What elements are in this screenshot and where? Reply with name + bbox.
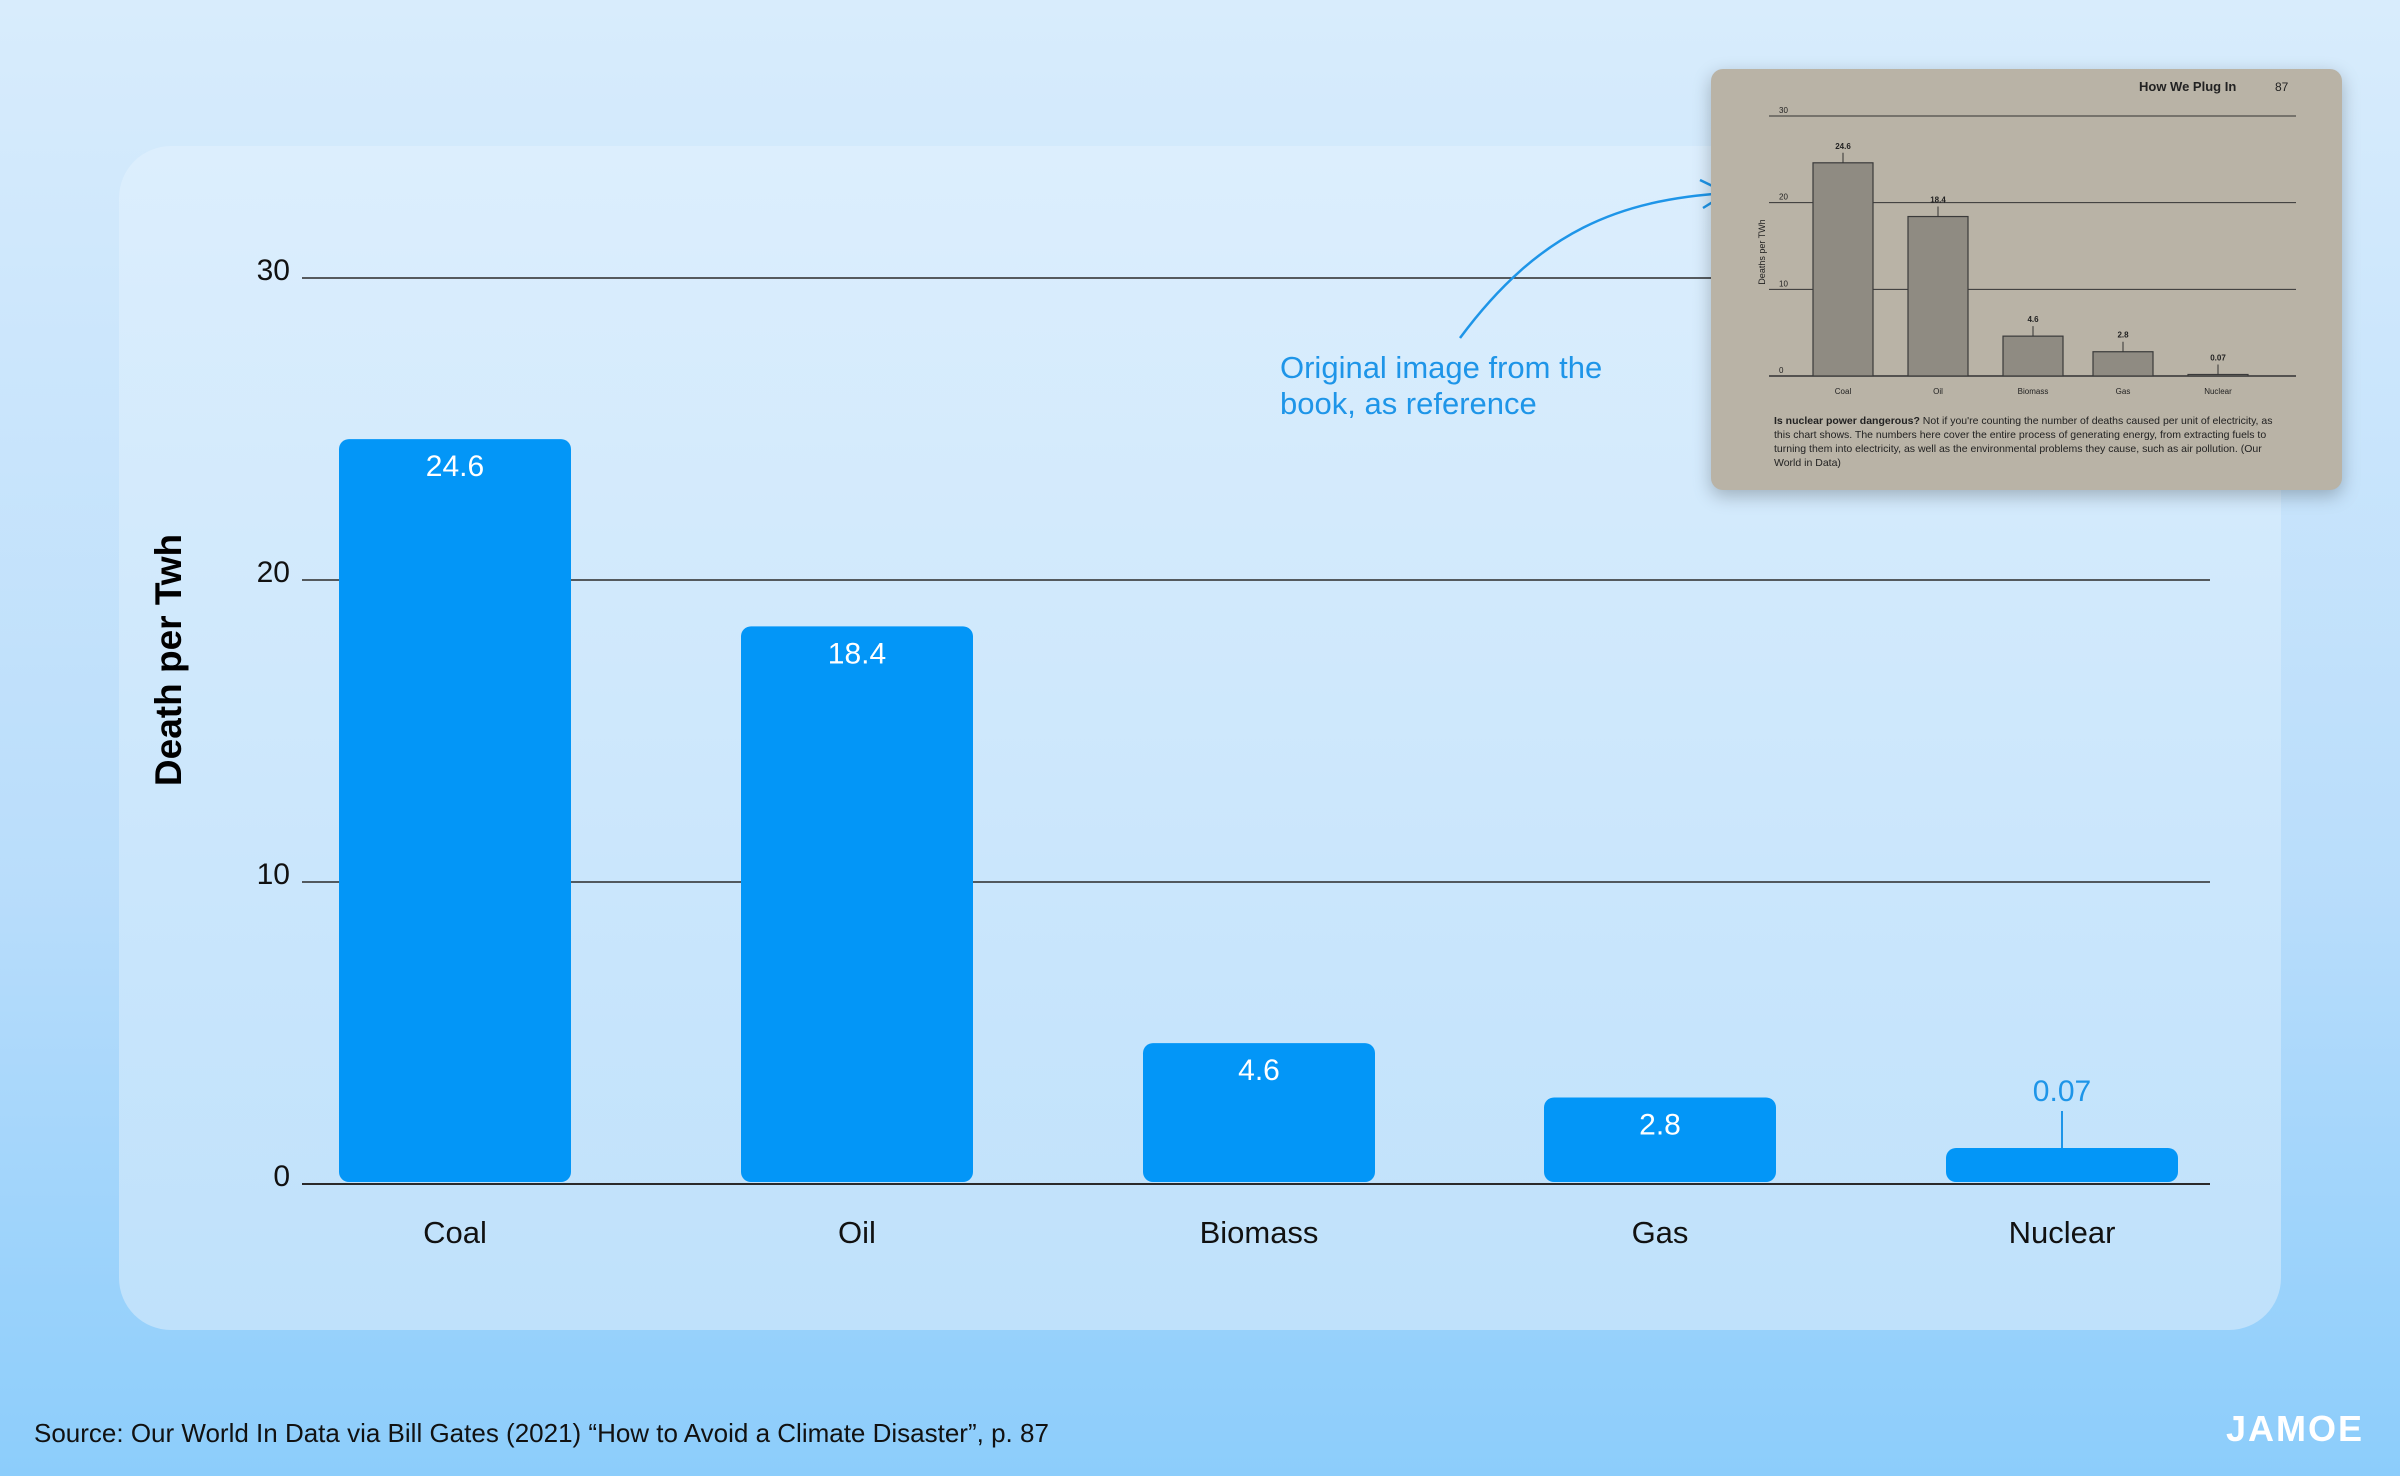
reference-annotation: Original image from the book, as referen…	[1280, 350, 1700, 422]
bar-value-label: 0.07	[2033, 1075, 2091, 1108]
book-y-tick-label: 30	[1779, 106, 1788, 115]
y-tick-label: 10	[257, 858, 290, 891]
book-bar-value-label: 4.6	[2027, 315, 2039, 324]
bar	[1946, 1148, 2178, 1182]
book-y-tick-label: 10	[1779, 279, 1788, 288]
bar	[741, 626, 973, 1182]
book-bar-value-label: 0.07	[2210, 354, 2226, 363]
x-category-label: Coal	[423, 1215, 487, 1250]
y-tick-label: 20	[257, 556, 290, 589]
book-category-label: Oil	[1933, 387, 1943, 396]
book-caption-bold: Is nuclear power dangerous?	[1774, 415, 1920, 427]
book-caption-text: Not if you're counting the number of dea…	[1774, 415, 2273, 469]
book-bar	[1812, 162, 1874, 377]
book-page-number: 87	[2275, 80, 2289, 94]
source-note: Source: Our World In Data via Bill Gates…	[34, 1418, 1049, 1448]
book-y-axis-label: Deaths per TWh	[1757, 219, 1767, 284]
book-category-label: Coal	[1835, 387, 1852, 396]
book-category-label: Biomass	[2018, 387, 2049, 396]
gridlines: 0 10 20 30	[257, 254, 2210, 1193]
y-axis-label: Death per Twh	[148, 534, 189, 786]
book-category-label: Gas	[2116, 387, 2131, 396]
bar-value-label: 18.4	[828, 637, 886, 670]
book-reference-image: How We Plug In 87 0 10 20 30 24.6 Coal 18.4 Oi…	[1711, 69, 2342, 490]
book-bar-value-label: 18.4	[1930, 196, 1946, 205]
bar	[1544, 1097, 1776, 1182]
book-y-tick-label: 20	[1779, 193, 1788, 202]
book-header: How We Plug In	[2139, 79, 2236, 94]
bars: 24.6 Coal 18.4 Oil 4.6 Biomass 2.8 Gas 0.07 Nucle…	[339, 439, 2178, 1250]
book-bar	[1907, 215, 1969, 377]
bar	[1143, 1043, 1375, 1182]
y-tick-label: 0	[273, 1160, 290, 1193]
bar-value-label: 2.8	[1639, 1108, 1681, 1141]
book-caption: Is nuclear power dangerous? Not if you'r…	[1774, 414, 2284, 470]
book-bar	[2187, 373, 2249, 377]
x-category-label: Gas	[1632, 1215, 1689, 1250]
bar-value-label: 24.6	[426, 450, 484, 483]
book-bar	[2002, 335, 2064, 377]
brand-logo: JAMOE	[2226, 1408, 2365, 1449]
book-bar	[2092, 351, 2154, 377]
y-tick-label: 30	[257, 254, 290, 287]
book-bars: 24.6 Coal 18.4 Oil 4.6 Biomass 2.8 Gas 0.07 Nucle…	[1812, 142, 2249, 396]
bar	[339, 439, 571, 1183]
book-bar-value-label: 2.8	[2117, 331, 2129, 340]
x-category-label: Biomass	[1200, 1215, 1319, 1250]
x-category-label: Nuclear	[2009, 1215, 2116, 1250]
x-category-label: Oil	[838, 1215, 876, 1250]
annotation-line-2: book, as reference	[1280, 386, 1537, 421]
annotation-line-1: Original image from the	[1280, 350, 1603, 385]
book-category-label: Nuclear	[2204, 387, 2232, 396]
book-y-tick-label: 0	[1779, 366, 1784, 375]
bar-value-label: 4.6	[1238, 1054, 1280, 1087]
book-chart: How We Plug In 87 0 10 20 30 24.6 Coal 18.4 Oi…	[1757, 79, 2296, 396]
book-bar-value-label: 24.6	[1835, 142, 1851, 151]
